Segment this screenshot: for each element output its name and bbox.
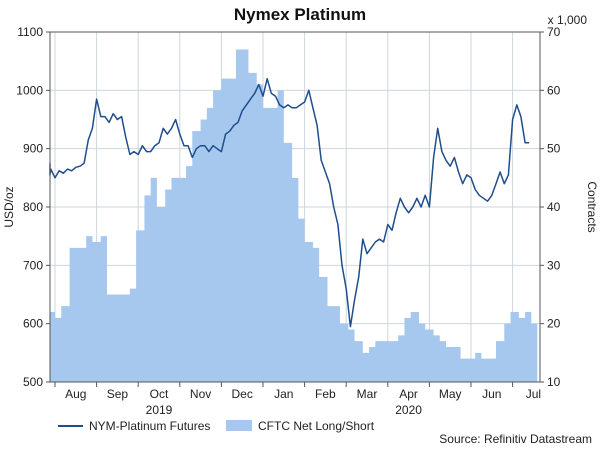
cftc-area-layer — [50, 49, 538, 382]
chart-title: Nymex Platinum — [234, 5, 366, 24]
left-tick-label: 900 — [23, 142, 43, 156]
right-tick-label: 20 — [547, 317, 561, 331]
left-tick-label: 800 — [23, 200, 43, 214]
legend-label-platinum: NYM-Platinum Futures — [89, 419, 210, 433]
month-label: May — [439, 387, 462, 401]
month-label: Aug — [65, 387, 86, 401]
month-label: Oct — [150, 387, 169, 401]
right-tick-label: 60 — [547, 83, 561, 97]
month-label: Jan — [274, 387, 293, 401]
right-axis-multiplier: x 1,000 — [548, 13, 588, 27]
platinum-line — [49, 77, 530, 328]
right-axis-label: Contracts — [585, 181, 599, 232]
month-label: Jun — [482, 387, 501, 401]
source-note: Source: Refinitiv Datastream — [439, 432, 592, 446]
right-tick-label: 40 — [547, 200, 561, 214]
x-axis-ticks: Aug Sep Oct Nov Dec Jan Feb Mar Apr May Jun Jul 2019… — [54, 382, 541, 417]
month-label: Apr — [399, 387, 418, 401]
left-tick-label: 500 — [23, 375, 43, 389]
left-tick-label: 600 — [23, 317, 43, 331]
left-tick-label: 1000 — [16, 83, 43, 97]
legend-area-swatch — [226, 420, 252, 431]
right-tick-label: 50 — [547, 142, 561, 156]
month-label: Nov — [190, 387, 211, 401]
month-label: Dec — [232, 387, 253, 401]
right-axis-ticks: 10 20 30 40 50 60 70 — [540, 25, 561, 389]
year-label: 2019 — [146, 403, 173, 417]
left-tick-label: 700 — [23, 258, 43, 272]
right-tick-label: 10 — [547, 375, 561, 389]
month-label: Mar — [357, 387, 378, 401]
left-tick-label: 1100 — [17, 25, 43, 39]
legend: NYM-Platinum Futures CFTC Net Long/Short — [58, 419, 375, 433]
right-tick-label: 70 — [547, 25, 561, 39]
cftc-area — [50, 49, 538, 382]
platinum-line-layer — [49, 77, 530, 328]
left-axis-ticks: 500 600 700 800 900 1000 1100 — [16, 25, 50, 389]
month-label: Feb — [315, 387, 336, 401]
legend-label-cftc: CFTC Net Long/Short — [258, 419, 375, 433]
month-label: Sep — [107, 387, 129, 401]
right-tick-label: 30 — [547, 258, 561, 272]
left-axis-label: USD/oz — [2, 186, 16, 227]
month-label: Jul — [526, 387, 541, 401]
year-label: 2020 — [395, 403, 422, 417]
